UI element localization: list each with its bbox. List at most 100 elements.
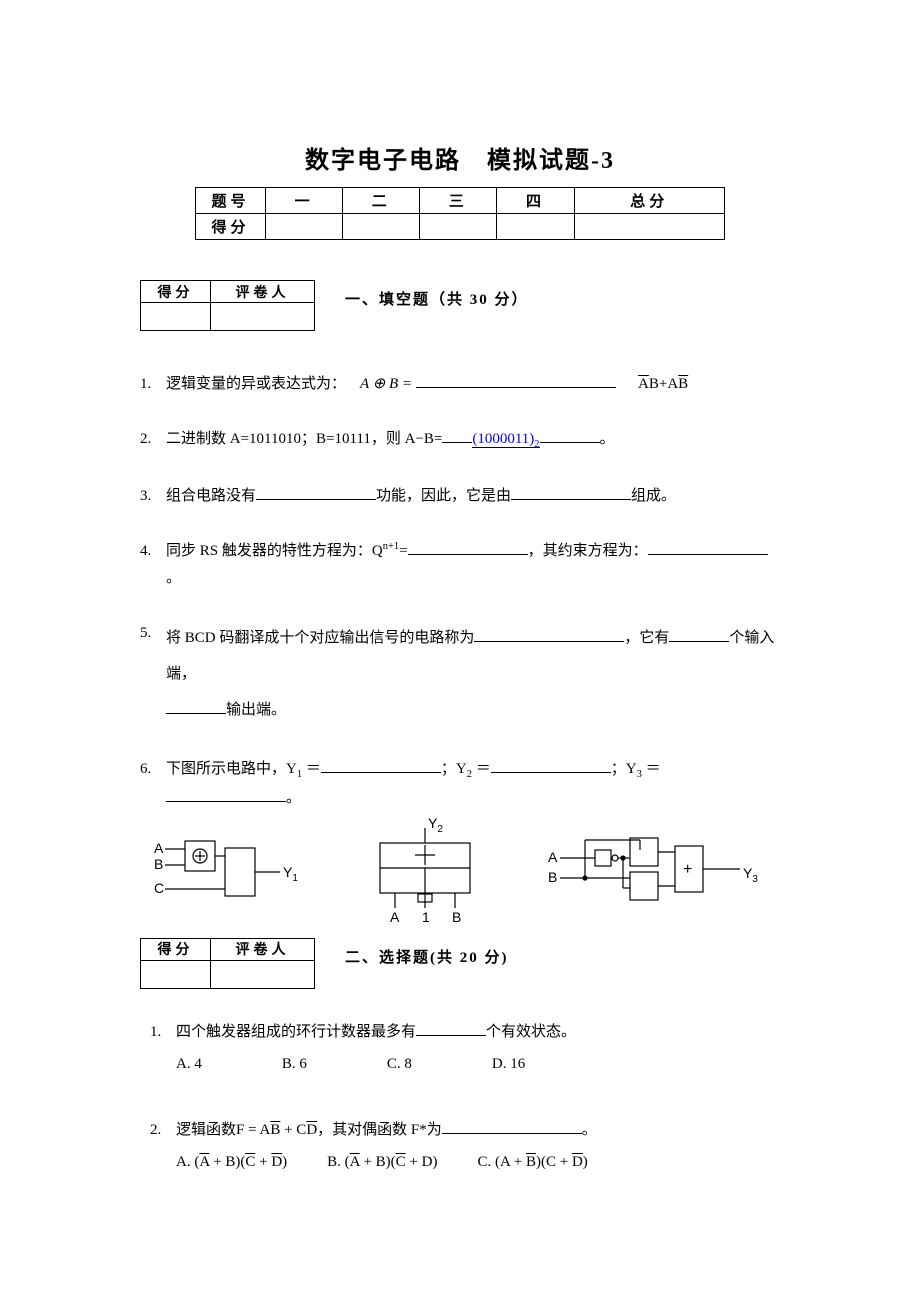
opt-a: A. 4 [176, 1056, 202, 1073]
svg-text:1: 1 [422, 909, 430, 925]
mc2-eq: F = AB + CD [236, 1122, 317, 1138]
q3c: 组成。 [631, 488, 676, 504]
th-4: 四 [497, 188, 574, 214]
side-grader: 评卷人 [210, 938, 314, 960]
mc-question-1: 1. 四个触发器组成的环行计数器最多有 个有效状态。 [150, 1019, 780, 1046]
th-1: 一 [266, 188, 343, 214]
period: 。 [286, 790, 301, 806]
q2-text: 二进制数 A=1011010；B=10111，则 A−B= [166, 431, 442, 447]
q4sup: n+1 [383, 541, 399, 552]
th-3: 三 [420, 188, 497, 214]
score-side-table-2: 得分 评卷人 [140, 938, 315, 989]
blank [416, 373, 616, 388]
cell [497, 214, 574, 240]
cell [420, 214, 497, 240]
svg-text:A: A [390, 909, 400, 925]
question-1: 1. 逻辑变量的异或表达式为： A ⊕ B = AB+AB [140, 371, 780, 398]
mc1a: 四个触发器组成的环行计数器最多有 [176, 1024, 416, 1040]
svg-text:A: A [548, 849, 558, 865]
blank [321, 758, 441, 773]
question-2: 2. 二进制数 A=1011010；B=10111，则 A−B= (1000011… [140, 426, 780, 455]
cell [141, 960, 211, 988]
svg-text:Y2: Y2 [428, 818, 443, 835]
circuit-1: A B C Y1 [140, 833, 310, 913]
mc2b: ，其对偶函数 F*为 [317, 1122, 442, 1138]
qnum: 2. [150, 1117, 176, 1144]
svg-text:+: + [683, 861, 692, 878]
circuit-3: + A B Y3 [540, 828, 770, 918]
opt-c: C. (A + B)(C + D) [477, 1154, 587, 1171]
svg-text:B: B [548, 869, 557, 885]
page-title: 数字电子电路 模拟试题-3 [140, 140, 780, 175]
q6a: 下图所示电路中，Y [166, 761, 297, 777]
q4b: = [399, 543, 407, 559]
q1-eq: A ⊕ B = [360, 371, 412, 398]
th-num: 题号 [196, 188, 266, 214]
circuit-2: Y2 A 1 B [350, 818, 500, 928]
period: 。 [166, 570, 181, 586]
qnum: 1. [140, 371, 166, 398]
blank [540, 428, 600, 443]
cell [343, 214, 420, 240]
q2-answer: (1000011)2 [472, 431, 539, 448]
period: 。 [582, 1122, 597, 1138]
opt-a: A. (A + B)(C + D) [176, 1154, 287, 1171]
q1-answer: AB+AB [638, 371, 688, 398]
question-6: 6. 下图所示电路中，Y1 ＝；Y2 ＝；Y3 ＝。 [140, 756, 780, 812]
opt-b: B. (A + B)(C + D) [327, 1154, 437, 1171]
mc1b: 个有效状态。 [486, 1024, 576, 1040]
side-grader: 评卷人 [210, 281, 314, 303]
t: ＝ [472, 761, 491, 777]
svg-text:Y3: Y3 [743, 865, 758, 885]
t: ；Y [611, 761, 637, 777]
svg-text:C: C [154, 880, 164, 896]
cell [141, 303, 211, 331]
side-score: 得分 [141, 281, 211, 303]
question-5: 5. 将 BCD 码翻译成十个对应输出信号的电路称为，它有个输入端， 输出端。 [140, 620, 780, 728]
cell [210, 960, 314, 988]
score-main-table: 题号 一 二 三 四 总分 得分 [195, 187, 725, 240]
svg-text:B: B [452, 909, 461, 925]
opt-c: C. 8 [387, 1056, 412, 1073]
blank [166, 787, 286, 802]
score-side-table: 得分 评卷人 [140, 280, 315, 331]
q1-text: 逻辑变量的异或表达式为： [166, 371, 346, 398]
blank [442, 428, 472, 443]
blank [166, 699, 226, 714]
blank [669, 627, 729, 642]
q3a: 组合电路没有 [166, 488, 256, 504]
cell [210, 303, 314, 331]
q5a: 将 BCD 码翻译成十个对应输出信号的电路称为 [166, 630, 474, 646]
row-score: 得分 [196, 214, 266, 240]
t: ＝ [302, 761, 321, 777]
cell [266, 214, 343, 240]
blank [474, 627, 624, 642]
q4a: 同步 RS 触发器的特性方程为：Q [166, 543, 383, 559]
blank [648, 540, 768, 555]
opt-d: D. 16 [492, 1056, 525, 1073]
qnum: 2. [140, 426, 166, 455]
t: ；Y [441, 761, 467, 777]
blank [511, 485, 631, 500]
question-4: 4. 同步 RS 触发器的特性方程为：Qn+1= ，其约束方程为： 。 [140, 538, 780, 592]
qnum: 5. [140, 620, 166, 728]
qnum: 6. [140, 756, 166, 812]
q5b: ，它有 [624, 630, 669, 646]
circuit-diagrams: A B C Y1 Y2 A 1 B [140, 818, 780, 928]
q4c: ，其约束方程为： [528, 543, 648, 559]
blank [491, 758, 611, 773]
mc-question-2: 2. 逻辑函数F = AB + CD，其对偶函数 F*为 。 [150, 1117, 780, 1144]
cell [574, 214, 724, 240]
section2-title: 二、选择题(共 20 分) [345, 938, 509, 967]
q5d: 输出端。 [226, 702, 286, 718]
blank [442, 1119, 582, 1134]
mc2a: 逻辑函数 [176, 1122, 236, 1138]
qnum: 1. [150, 1019, 176, 1046]
th-total: 总分 [574, 188, 724, 214]
period: 。 [600, 431, 615, 447]
qnum: 3. [140, 483, 166, 510]
th-2: 二 [343, 188, 420, 214]
q3b: 功能，因此，它是由 [376, 488, 511, 504]
opt-b: B. 6 [282, 1056, 307, 1073]
qnum: 4. [140, 538, 166, 592]
